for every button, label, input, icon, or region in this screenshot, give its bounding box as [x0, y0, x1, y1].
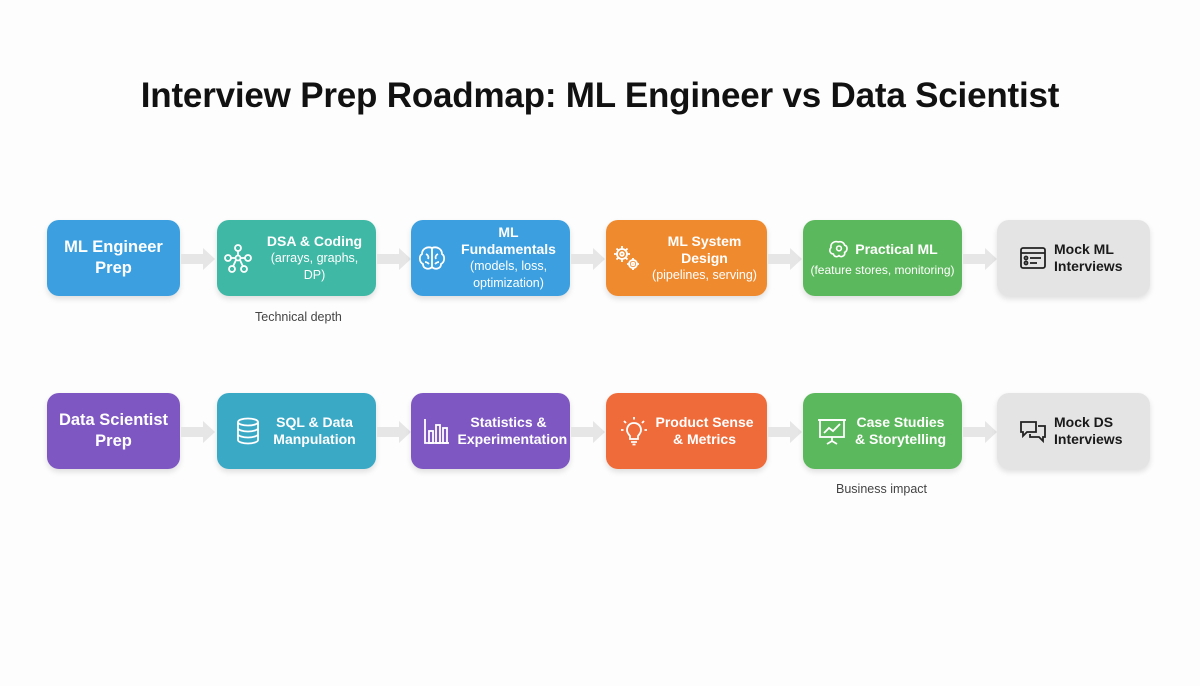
- sql-data-box: SQL & Data Manpulation: [217, 393, 376, 469]
- bar-chart-icon: [422, 416, 452, 446]
- mock-ds-interviews-box: Mock DS Interviews: [997, 393, 1150, 469]
- presentation-chart-icon: [817, 416, 847, 446]
- practical-ml-title: Practical ML: [855, 241, 938, 257]
- interview-form-icon: [1018, 243, 1048, 273]
- product-sense-box: Product Sense & Metrics: [606, 393, 767, 469]
- arrow-icon: [181, 248, 215, 270]
- ml-fundamentals-title: ML Fundamentals: [461, 224, 556, 257]
- arrow-icon: [571, 248, 605, 270]
- ml-system-design-title: ML System Design: [667, 232, 742, 266]
- page-title: Interview Prep Roadmap: ML Engineer vs D…: [140, 76, 1060, 115]
- ml-fundamentals-subtitle: (models, loss, optimization): [469, 259, 548, 290]
- sql-data-title: SQL & Data Manpulation: [273, 414, 356, 447]
- dsa-coding-subtitle: (arrays, graphs, DP): [270, 250, 359, 282]
- arrow-icon: [377, 421, 411, 443]
- mock-ml-interviews-box: Mock ML Interviews: [997, 220, 1150, 296]
- graph-nodes-icon: [223, 243, 253, 273]
- case-studies-box: Case Studies & Storytelling: [803, 393, 962, 469]
- ml-engineer-prep-box: ML Engineer Prep: [47, 220, 180, 296]
- ml-engineer-prep-label: ML Engineer Prep: [64, 238, 163, 277]
- data-scientist-prep-box: Data Scientist Prep: [47, 393, 180, 469]
- ml-system-design-box: ML System Design (pipelines, serving): [606, 220, 767, 296]
- arrow-icon: [181, 421, 215, 443]
- ml-system-design-subtitle: (pipelines, serving): [652, 267, 757, 282]
- data-scientist-prep-label: Data Scientist Prep: [58, 411, 169, 450]
- database-icon: [233, 416, 263, 446]
- mock-ml-interviews-title: Mock ML Interviews: [1054, 241, 1123, 274]
- business-impact-note: Business impact: [836, 482, 928, 496]
- practical-ml-subtitle: (feature stores, monitoring): [810, 262, 955, 277]
- arrow-icon: [768, 421, 802, 443]
- ml-fundamentals-box: ML Fundamentals (models, loss, optimizat…: [411, 220, 570, 296]
- gears-icon: [612, 243, 642, 273]
- brain-gear-icon: [827, 238, 851, 262]
- statistics-box: Statistics & Experimentation: [411, 393, 570, 469]
- arrow-icon: [963, 421, 997, 443]
- brain-icon: [417, 243, 447, 273]
- technical-depth-note: Technical depth: [255, 310, 342, 324]
- arrow-icon: [571, 421, 605, 443]
- dsa-coding-title: DSA & Coding: [266, 232, 363, 249]
- arrow-icon: [768, 248, 802, 270]
- arrow-icon: [377, 248, 411, 270]
- case-studies-title: Case Studies & Storytelling: [854, 414, 946, 447]
- lightbulb-icon: [619, 416, 649, 446]
- statistics-title: Statistics & Experimentation: [457, 414, 568, 447]
- mock-ds-interviews-title: Mock DS Interviews: [1054, 414, 1123, 447]
- chat-bubbles-icon: [1018, 416, 1048, 446]
- practical-ml-box: Practical ML (feature stores, monitoring…: [803, 220, 962, 296]
- product-sense-title: Product Sense & Metrics: [655, 414, 754, 447]
- arrow-icon: [963, 248, 997, 270]
- dsa-coding-box: DSA & Coding (arrays, graphs, DP): [217, 220, 376, 296]
